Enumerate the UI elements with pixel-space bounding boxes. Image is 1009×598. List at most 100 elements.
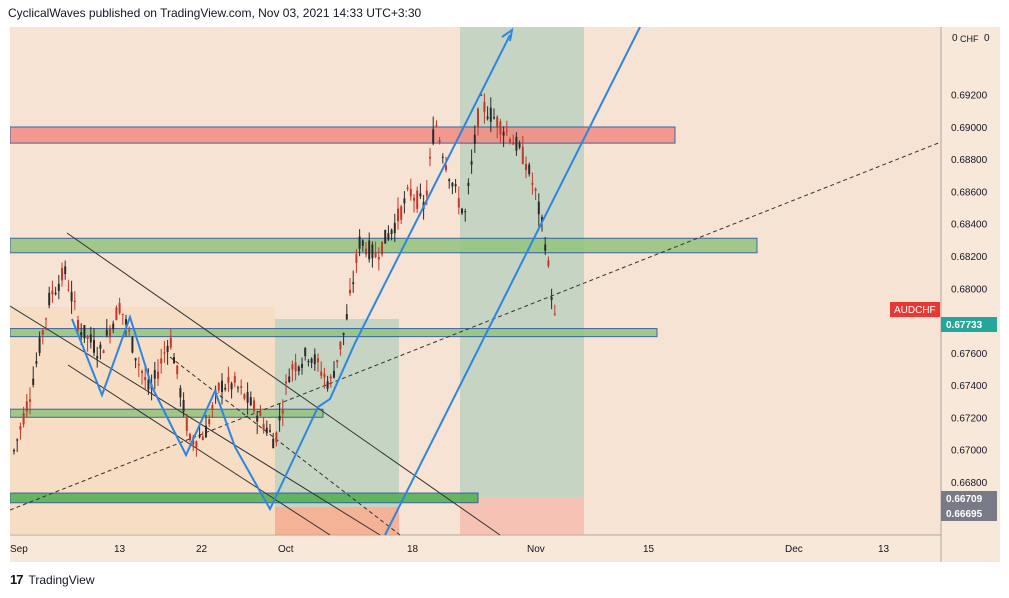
candle-body [102,350,105,354]
candle-body [464,211,467,213]
candle-body [217,383,220,391]
candle-body [483,101,486,112]
tradingview-footer[interactable]: 17 TradingView [10,572,95,587]
candle-body [13,449,15,452]
candle-body [233,376,236,383]
candle-body [489,107,492,122]
time-axis [10,535,941,562]
candle-body [541,217,543,222]
candle-body [275,432,278,443]
candle-body [157,371,159,379]
x-tick-label: 13 [878,544,890,555]
y-tick-label: 0.68600 [951,187,988,198]
candle-body [54,292,57,295]
candle-body [518,143,521,148]
y-tick-label: 0.68800 [951,155,988,166]
y-tick-label: 0.66800 [951,478,988,489]
candle-body [397,208,399,222]
candle-body [240,386,243,388]
y-tick-label: 0.69000 [951,123,988,134]
candle-body [371,244,374,259]
x-tick-label: 15 [643,544,655,555]
x-tick-label: 13 [114,544,126,555]
candle-body [326,381,329,389]
candle-body [377,256,380,260]
candle-body [77,319,79,331]
candle-body [237,387,239,389]
candle-body [547,260,550,266]
candle-body [505,130,508,132]
candle-body [438,140,441,143]
candle-body [86,336,89,339]
candle-body [105,329,108,336]
candle-body [486,116,489,119]
chart-svg[interactable]: 0.69200 0.69000 0.68800 0.68600 0.68400 0.682… [9,26,1000,562]
candle-body [230,383,233,390]
candle-body [115,307,118,321]
candle-body [93,339,95,353]
candle-body [163,352,166,354]
candle-body [29,399,31,402]
candle-body [473,134,476,144]
candle-body [502,131,505,136]
candle-body [333,370,335,378]
candle-body [208,419,211,425]
candle-body [265,427,268,434]
candle-body [73,300,76,303]
symbol-label: AUDCHF [894,305,936,316]
candle-body [205,425,207,438]
candle-body [358,236,361,249]
candle-body [451,182,454,187]
price-label: 0.67733 [946,320,983,331]
y-tick-label: 0.67000 [951,446,988,457]
candle-body [339,341,342,350]
candle-body [118,302,121,314]
candle-body [22,413,25,425]
candle-body [179,388,182,398]
y-tick-label: 0.67200 [951,413,988,424]
candle-body [288,376,291,383]
candle-body [419,193,422,197]
x-tick-label: Nov [527,544,545,555]
x-tick-label: Dec [785,544,803,555]
chart-area[interactable]: 0.69200 0.69000 0.68800 0.68600 0.68400 0.682… [9,26,1000,562]
candle-body [160,358,163,364]
candle-body [310,358,313,363]
price-label-box [941,506,997,521]
candle-body [297,366,300,372]
candle-body [192,440,195,445]
wave-lines [71,26,641,536]
candle-body [345,314,348,320]
candle-body [189,433,191,441]
candle-body [528,164,531,175]
candle-body [256,415,259,422]
price-axis [941,27,1000,562]
candle-body [96,356,99,359]
candle-body [365,248,367,255]
candle-body [509,139,511,143]
x-tick-label: 22 [196,544,208,555]
candle-body [493,117,495,119]
brand-name: TradingView [28,572,95,587]
candle-body [38,337,41,354]
candle-body [499,121,502,135]
candle-body [323,373,326,378]
x-tick-label: Sep [10,544,28,555]
candle-body [409,188,412,197]
candle-body [137,364,140,366]
candle-body [70,291,73,302]
candle-body [51,290,54,295]
zones-layer [9,126,758,504]
candle-body [134,358,137,361]
candle-body [521,146,524,164]
candle-body [198,435,201,438]
candle-body [201,436,204,440]
candle-body [176,365,179,375]
candle-body [368,240,371,260]
candle-body [470,161,473,165]
candle-body [249,397,252,406]
candle-body [393,222,396,234]
candle-body [361,240,364,246]
zone-support-upper [9,328,658,338]
candle-body [128,329,131,332]
